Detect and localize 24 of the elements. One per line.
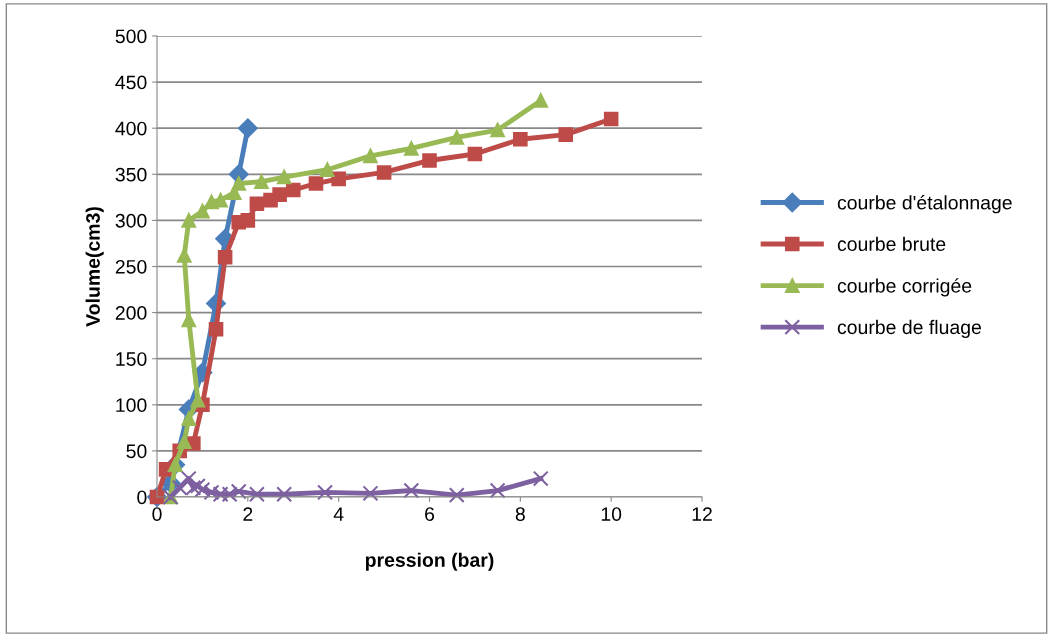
y-tick-label: 200 [115, 306, 147, 320]
x-tick-label: 10 [601, 507, 622, 521]
y-tick-label: 250 [115, 259, 147, 274]
y-tick-label: 100 [116, 398, 147, 413]
y-tick-label: 500 [115, 29, 147, 44]
y-tick-label: 450 [115, 75, 147, 90]
x-tick-label: 6 [425, 507, 435, 521]
x-tick-label: 0 [152, 507, 162, 521]
y-tick-label: 300 [115, 213, 147, 228]
legend-label: courbe de fluage [837, 319, 981, 338]
x-tick-label: 8 [515, 507, 525, 521]
legend-label: courbe brute [837, 236, 946, 251]
x-tick-label: 4 [333, 507, 344, 521]
x-tick-label: 2 [243, 507, 253, 521]
y-tick-label: 350 [115, 167, 147, 182]
x-axis-title: pression (bar) [365, 552, 494, 571]
x-tick-label: 12 [692, 507, 712, 521]
y-tick-label: 400 [115, 121, 147, 136]
y-tick-label: 50 [126, 444, 147, 459]
y-axis-title: Volume(cm3) [85, 207, 104, 327]
y-tick-label: 150 [116, 352, 147, 366]
legend-label: courbe corrigée [837, 278, 972, 297]
y-tick-label: 0 [137, 490, 147, 505]
legend-label: courbe d'étalonnage [837, 195, 1012, 214]
